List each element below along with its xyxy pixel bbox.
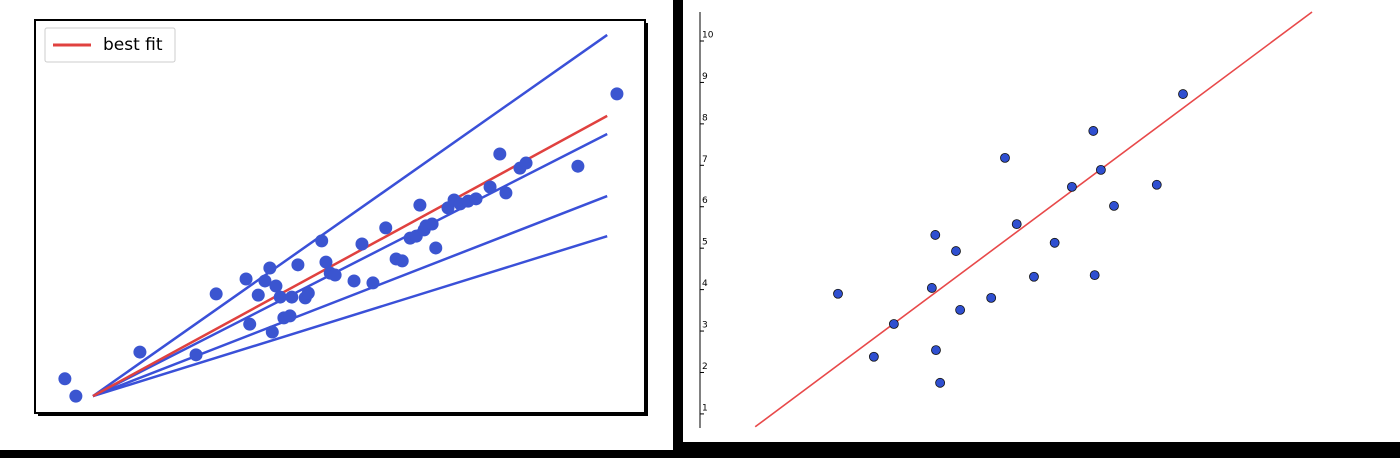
point xyxy=(425,217,439,231)
point xyxy=(935,377,946,388)
point xyxy=(1151,179,1162,190)
y-tick-label: 3 xyxy=(702,321,708,331)
point xyxy=(273,290,287,304)
point xyxy=(209,287,223,301)
point xyxy=(379,221,393,235)
point xyxy=(133,345,147,359)
point xyxy=(1049,237,1060,248)
fit-line xyxy=(92,33,608,398)
point xyxy=(519,156,533,170)
point xyxy=(610,87,624,101)
y-tick-label: 9 xyxy=(702,72,708,82)
point xyxy=(1029,271,1039,282)
point xyxy=(58,372,72,386)
point xyxy=(483,180,497,194)
point xyxy=(469,192,483,206)
y-tick-label: 6 xyxy=(702,196,708,206)
fit-line xyxy=(92,132,608,398)
point xyxy=(69,389,83,403)
point xyxy=(931,345,941,356)
point xyxy=(347,274,361,288)
legend-label: best fit xyxy=(103,35,163,55)
point xyxy=(239,272,253,286)
fit-line xyxy=(754,11,1313,428)
point xyxy=(243,317,257,331)
point xyxy=(328,268,342,282)
point xyxy=(189,348,203,362)
point xyxy=(366,276,380,290)
point xyxy=(395,254,409,268)
point xyxy=(955,305,966,315)
point xyxy=(1109,201,1119,211)
y-tick-label: 1 xyxy=(702,403,708,413)
y-tick-label: 7 xyxy=(702,155,708,165)
point xyxy=(265,325,279,339)
y-tick-label: 2 xyxy=(702,362,708,372)
point xyxy=(986,292,997,303)
point xyxy=(319,255,333,269)
fit-line xyxy=(92,194,608,398)
point xyxy=(926,283,937,293)
y-tick-label: 8 xyxy=(702,113,708,123)
point xyxy=(1089,270,1100,281)
y-tick-label: 4 xyxy=(702,279,708,289)
point xyxy=(1095,164,1106,175)
point xyxy=(493,147,507,161)
point xyxy=(258,274,272,288)
point xyxy=(1067,181,1077,192)
point xyxy=(571,159,585,173)
point xyxy=(413,198,427,212)
right-panel xyxy=(683,0,1400,442)
y-tick-label: 10 xyxy=(702,31,714,41)
point xyxy=(1000,152,1010,163)
y-tick-label: 5 xyxy=(702,238,708,248)
point xyxy=(1088,126,1099,136)
point xyxy=(301,286,315,300)
point xyxy=(833,288,843,299)
point xyxy=(263,261,277,275)
point xyxy=(315,234,329,248)
point xyxy=(269,279,283,293)
point xyxy=(499,186,513,200)
point xyxy=(285,290,299,304)
fit-line xyxy=(92,234,608,398)
point xyxy=(1011,219,1022,230)
point xyxy=(888,319,899,329)
point xyxy=(930,230,941,240)
legend-box xyxy=(44,27,176,63)
point xyxy=(291,258,305,272)
point xyxy=(251,288,265,302)
point xyxy=(951,246,961,256)
point xyxy=(429,241,443,255)
point xyxy=(355,237,369,251)
point xyxy=(1178,89,1188,99)
point xyxy=(868,351,879,362)
point xyxy=(283,309,297,323)
